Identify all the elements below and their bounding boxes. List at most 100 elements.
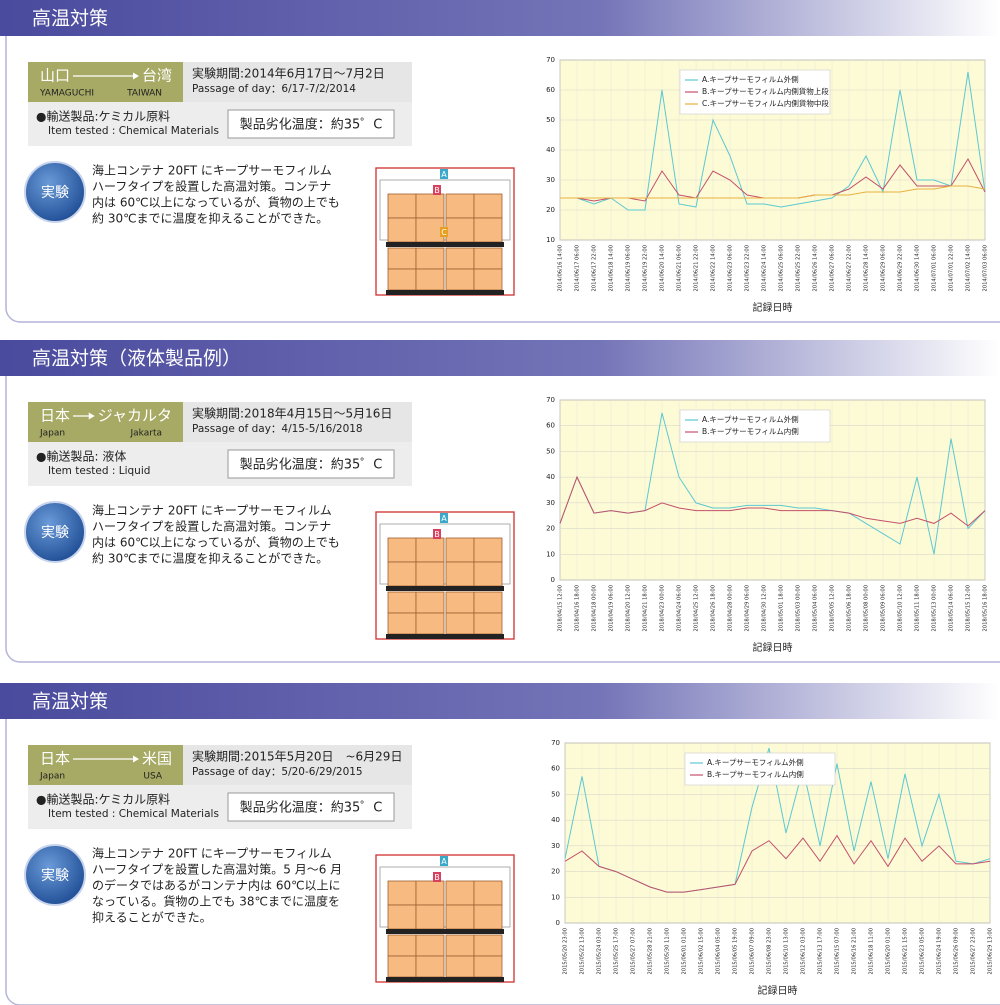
legend xyxy=(684,752,836,786)
pallet xyxy=(444,242,504,247)
x-tick-label: 2018/05/08 00:00 xyxy=(864,585,870,632)
route-to: 台湾 xyxy=(142,67,172,85)
x-tick-label: 2014/06/25 06:00 xyxy=(779,245,785,292)
badge-label: 実験 xyxy=(41,185,69,201)
description-line: 内は 60℃以上になっているが、貨物の上でも xyxy=(92,535,340,550)
description-line: ハーフタイプを設置した高温対策。コンテナ xyxy=(92,179,331,194)
x-axis-label: 記録日時 xyxy=(753,641,793,654)
y-tick-label: 40 xyxy=(551,816,560,824)
y-tick-label: 70 xyxy=(546,56,555,64)
x-tick-label: 2015/06/24 19:00 xyxy=(937,928,943,975)
container-label: B xyxy=(434,530,440,539)
x-tick-label: 2018/04/20 12:00 xyxy=(626,585,632,632)
chart: 0 10 20 30 40 50 60 70 2018/04/15 12:00 2018/04/1… xyxy=(546,396,988,654)
carton xyxy=(473,561,503,587)
x-tick-label: 2015/06/21 15:00 xyxy=(903,928,909,975)
x-tick-label: 2018/05/05 12:00 xyxy=(830,585,836,632)
container-label: A xyxy=(441,514,447,523)
y-tick-label: 20 xyxy=(546,525,555,533)
carton xyxy=(415,955,445,978)
carton xyxy=(415,247,445,270)
pallet xyxy=(444,586,504,591)
carton xyxy=(445,561,475,587)
route-to-en: Jakarta xyxy=(130,429,162,439)
x-tick-label: 2014/06/21 06:00 xyxy=(677,245,683,292)
carton xyxy=(445,591,475,614)
x-tick-label: 2014/06/20 14:00 xyxy=(660,245,666,292)
legend-label: A.キープサーモフィルム外側 xyxy=(707,757,804,767)
y-tick-label: 70 xyxy=(546,396,555,404)
degradation-temp: 製品劣化温度：約35゜C xyxy=(240,117,383,133)
container-label: A xyxy=(441,857,447,866)
series-line xyxy=(559,475,986,527)
description-line: ハーフタイプを設置した高温対策。コンテナ xyxy=(92,519,331,534)
container-label-box xyxy=(440,227,448,237)
route-from: 日本 xyxy=(40,407,70,425)
route-box xyxy=(28,62,183,102)
x-tick-label: 2018/04/16 18:00 xyxy=(575,585,581,632)
carton xyxy=(473,880,503,906)
x-tick-label: 2014/06/22 14:00 xyxy=(711,245,717,292)
container-label: B xyxy=(434,873,440,882)
container-label: B xyxy=(434,186,440,195)
temp-box xyxy=(227,792,395,822)
x-tick-label: 2014/06/25 22:00 xyxy=(796,245,802,292)
x-tick-label: 2014/06/23 22:00 xyxy=(745,245,751,292)
carton xyxy=(387,591,417,614)
y-tick-label: 10 xyxy=(546,550,555,558)
degradation-temp: 製品劣化温度：約35゜C xyxy=(240,800,383,816)
badge-label: 実験 xyxy=(41,525,69,541)
y-tick-label: 60 xyxy=(551,765,560,773)
x-tick-label: 2015/06/05 19:00 xyxy=(733,928,739,975)
carton xyxy=(415,880,445,906)
x-tick-label: 2018/04/26 18:00 xyxy=(711,585,717,632)
description-line: 約 30℃までに温度を抑えることができた。 xyxy=(92,551,328,566)
y-tick-label: 20 xyxy=(551,868,560,876)
badge xyxy=(24,501,86,563)
route-from: 山口 xyxy=(40,67,70,85)
x-tick-label: 2014/06/29 06:00 xyxy=(881,245,887,292)
x-tick-label: 2015/06/18 11:00 xyxy=(869,928,875,975)
x-tick-label: 2014/07/01 22:00 xyxy=(949,245,955,292)
legend-label: B.キープサーモフィルム内側 xyxy=(707,769,804,779)
x-axis-label: 記録日時 xyxy=(753,301,793,314)
route-from-en: YAMAGUCHI xyxy=(39,89,94,99)
x-tick-label: 2014/06/29 22:00 xyxy=(898,245,904,292)
carton xyxy=(387,934,417,957)
route-to: 米国 xyxy=(142,750,172,768)
carton xyxy=(445,880,475,906)
y-tick-label: 10 xyxy=(546,236,555,244)
carton xyxy=(445,193,475,219)
description-line: 海上コンテナ 20FT にキープサーモフィルム xyxy=(92,503,332,518)
x-tick-label: 2014/07/03 06:00 xyxy=(983,245,989,292)
route-to: ジャカルタ xyxy=(98,407,172,425)
container-label-box xyxy=(433,185,441,195)
section: 高温対策（液体製品例） 日本 ジャカルタ Japan Jakarta 実験期間:2018年… xyxy=(0,340,1000,663)
item-tested: Item tested : Chemical Materials xyxy=(48,808,219,820)
x-tick-label: 2018/04/15 12:00 xyxy=(558,585,564,632)
section-title: 高温対策（液体製品例） xyxy=(32,348,241,370)
y-tick-label: 50 xyxy=(551,790,560,798)
carton xyxy=(473,268,503,291)
passage: Passage of day：6/17-7/2/2014 xyxy=(192,83,356,95)
carton xyxy=(387,268,417,291)
x-tick-label: 2018/05/11 18:00 xyxy=(915,585,921,632)
x-tick-label: 2018/04/19 06:00 xyxy=(609,585,615,632)
pallet xyxy=(444,977,504,982)
carton xyxy=(473,247,503,270)
x-tick-label: 2018/05/01 18:00 xyxy=(779,585,785,632)
x-tick-label: 2014/06/16 14:00 xyxy=(558,245,564,292)
description-line: 海上コンテナ 20FT にキープサーモフィルム xyxy=(92,846,332,861)
carton xyxy=(387,217,417,243)
period: 実験期間:2018年4月15日〜5月16日 xyxy=(192,406,392,421)
legend-label: B.キープサーモフィルム内側 xyxy=(702,426,799,436)
carton xyxy=(445,904,475,930)
chart: 0 10 20 30 40 50 60 70 2015/05/20 23:00 2015/05/2… xyxy=(551,739,993,997)
x-tick-label: 2015/06/23 05:00 xyxy=(920,928,926,975)
film xyxy=(379,179,511,241)
route-arrow-head xyxy=(132,755,139,763)
route-arrow-head xyxy=(132,72,139,80)
period: 実験期間:2015年5月20日 ~6月29日 xyxy=(192,749,402,764)
period-box xyxy=(183,62,412,102)
film xyxy=(379,523,511,585)
